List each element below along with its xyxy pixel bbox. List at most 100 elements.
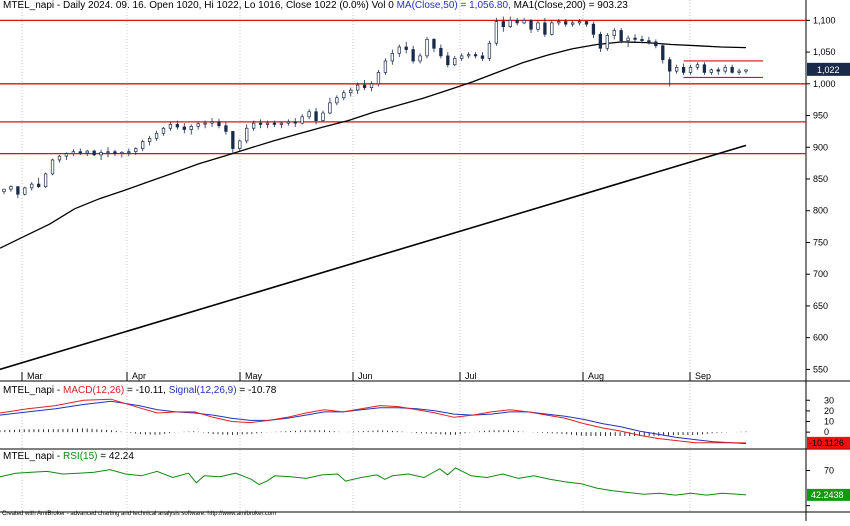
candle-body [453,58,457,66]
ma50-legend: MA(Close,50) = 1,056.80, [396,0,514,11]
candle-body [480,55,485,59]
candle-body [411,49,415,62]
candle-body [154,132,159,139]
macd-value-badge [807,436,850,449]
candle-body [362,84,367,88]
candle-body [258,122,263,125]
ma200-legend: MA1(Close,200) = 903.23 [513,0,628,11]
candle-body [702,64,707,73]
candle-body [203,122,207,125]
candle-body [231,131,235,149]
candle-body [196,123,200,127]
candle-body [50,159,55,175]
candle-body [709,69,713,73]
candle-body [439,47,443,57]
candle-body [460,55,464,59]
x-tick-label: Sep [695,371,711,381]
candle-body [224,125,228,132]
x-tick-label: Apr [132,371,146,381]
candle-body [161,127,166,134]
candle-body [668,59,672,72]
candle-body [661,45,665,61]
candle-body [515,19,519,24]
candle-body [557,21,561,24]
candle-body [688,66,693,73]
candle-body [64,153,69,157]
candle-body [675,66,679,72]
candle-body [141,141,145,149]
candle-body [43,173,48,187]
y-tick-label: 550 [813,364,828,374]
y-tick-label: 950 [813,111,828,121]
y-tick-label: 1,050 [813,47,836,57]
candle-body [85,150,89,154]
candle-body [647,40,651,43]
candle-body [723,66,727,72]
last-price-label: 1,022 [817,65,840,75]
candle-body [321,112,325,121]
candle-body [78,151,82,154]
candle-body [418,55,422,62]
candle-body [175,124,180,128]
rsi-pane-header: MTEL_napi - RSI(15) = 42.24 [3,451,134,463]
candle-body [570,22,575,25]
candle-body [168,124,173,129]
candle-body [30,183,34,189]
candle-body [147,138,152,142]
macd-value-label: -10.1126 [809,438,844,448]
candle-body [92,150,96,156]
candle-body [446,55,450,66]
rsi-line [0,467,747,496]
macd-pane-header: MTEL_napi - MACD(12,26) = -10.11, Signal… [3,385,276,397]
candle-body [695,64,700,68]
candle-body [390,52,394,62]
candle-body [626,37,630,42]
candle-body [529,19,533,30]
y-tick-label: 850 [813,174,828,184]
y-tick-label: 650 [813,301,828,311]
price-header-text: MTEL_napi - Daily 2024. 09. 16. Open 102… [3,0,397,11]
signal-legend: Signal(12,26,9) [168,385,237,396]
macd-line [0,398,747,444]
macd-y-tick-label: 20 [824,406,834,416]
candle-body [2,188,6,193]
candle-body [598,33,603,49]
candle-body [425,39,429,57]
candle-body [265,122,270,125]
rsi-legend-value: = 42.24 [97,451,134,462]
x-tick-label: Jul [465,371,477,381]
candle-body [473,54,478,57]
candle-body [501,21,505,28]
credit-text: Created with AmiBroker - advanced charti… [2,511,277,517]
candle-body [369,83,374,88]
macd-header-prefix: MTEL_napi - [3,385,64,396]
candle-body [293,121,297,124]
candle-body [286,121,290,124]
candle-body [113,151,117,154]
candle-body [23,187,27,195]
x-tick-label: Aug [588,371,604,381]
candle-body [543,22,547,35]
candle-body [210,121,214,124]
candle-body [432,39,436,49]
candle-body [584,21,589,25]
candle-body [397,46,401,54]
y-tick-label: 1,000 [813,79,836,89]
candle-body [744,69,748,72]
y-tick-label: 800 [813,206,828,216]
candle-body [404,46,408,50]
candle-body [349,89,353,94]
candle-body [564,21,568,25]
macd-legend: MACD(12,26) [63,385,125,396]
candle-body [577,21,582,24]
candle-body [106,151,110,154]
candle-body [654,41,658,47]
rsi-value-badge [807,488,850,501]
x-tick-label: Mar [27,371,43,381]
candle-body [522,19,526,24]
candle-body [356,84,360,91]
candle-body [314,111,318,121]
y-tick-label: 900 [813,142,828,152]
candle-body [238,140,242,149]
